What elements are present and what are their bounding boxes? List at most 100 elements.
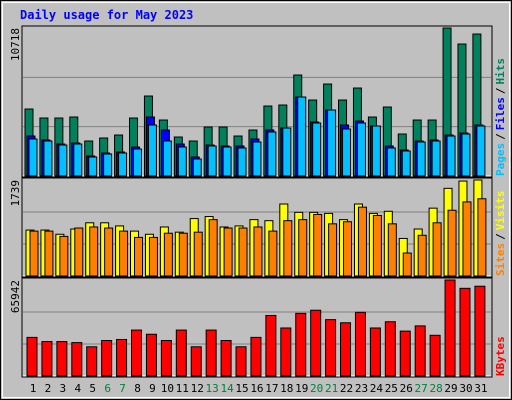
bar [298,219,308,277]
bar [89,226,99,277]
legend: Pages / Files / Hits [494,58,507,176]
x-tick-label: 24 [370,382,384,395]
legend-entry: Sites [494,243,507,276]
bar [118,152,128,177]
bar [134,236,144,277]
bar [399,330,411,377]
bar [414,325,426,377]
legend-entry: Files [494,97,507,130]
bar [402,252,412,277]
bar [313,213,323,277]
bar [222,146,232,177]
bar [133,148,143,177]
bar [43,140,53,177]
bar [145,333,157,377]
bar [461,133,471,177]
bar [325,319,337,377]
bar [73,143,83,177]
x-tick-label: 18 [280,382,293,395]
bar [131,329,143,377]
x-tick-label: 17 [265,382,278,395]
x-tick-label: 8 [134,382,141,395]
bar [268,230,278,277]
bar [205,329,217,377]
bar [429,334,441,377]
x-tick-label: 2 [45,382,52,395]
bar [104,227,114,277]
bar [447,209,457,277]
bar [357,206,367,277]
bar [444,279,456,377]
bar [252,141,262,177]
bar [163,232,173,277]
bar [208,219,218,277]
bar [372,214,382,277]
bar [193,231,203,277]
legend-separator: / [494,233,507,240]
y-max-label: 10718 [9,28,22,61]
bar [354,311,366,377]
bar [282,127,292,177]
bar [56,341,68,377]
bar [328,223,338,277]
x-tick-label: 27 [415,382,428,395]
bar [235,346,247,377]
bar [432,222,442,277]
x-tick-label: 19 [295,382,308,395]
bar [58,144,68,177]
bar [220,340,232,377]
bar [265,314,277,377]
bar [356,122,366,177]
bar [369,327,381,377]
bar [267,131,277,177]
bar [446,135,456,177]
bar [462,201,472,277]
x-tick-label: 4 [74,382,81,395]
legend-entry: Hits [494,58,507,85]
bar [342,128,352,177]
bar [71,342,83,377]
bar [250,336,262,377]
bar [41,341,53,377]
x-tick-label: 22 [340,382,353,395]
x-tick-label: 28 [429,382,442,395]
x-tick-label: 14 [220,382,234,395]
bar [160,340,172,377]
x-tick-label: 21 [325,382,338,395]
bar [386,147,396,177]
chart-title: Daily usage for May 2023 [20,8,193,22]
x-tick-label: 20 [310,382,323,395]
bar [253,226,263,277]
bar [387,223,397,277]
x-tick-label: 26 [400,382,413,395]
bar [177,146,187,177]
x-tick-label: 7 [119,382,126,395]
x-tick-label: 13 [206,382,219,395]
legend-entry: Pages [494,143,507,176]
bar [371,125,381,177]
bar [431,140,441,177]
x-tick-label: 30 [459,382,472,395]
legend: Sites / Visits [494,191,507,277]
x-tick-label: 6 [104,382,111,395]
bar [101,340,113,377]
legend-separator: / [494,133,507,140]
bar [28,138,38,177]
legend-entry: KBytes [494,336,507,376]
bar [44,230,54,277]
x-tick-label: 3 [60,382,67,395]
bar [327,109,337,177]
x-tick-label: 15 [235,382,248,395]
bar [86,346,98,377]
bar [88,156,98,177]
y-max-label: 65942 [9,280,22,313]
bar [223,227,233,277]
x-tick-label: 16 [250,382,263,395]
x-tick-label: 31 [474,382,487,395]
legend-separator: / [494,87,507,94]
bar [175,329,187,377]
x-tick-label: 12 [191,382,204,395]
bar [295,312,307,377]
